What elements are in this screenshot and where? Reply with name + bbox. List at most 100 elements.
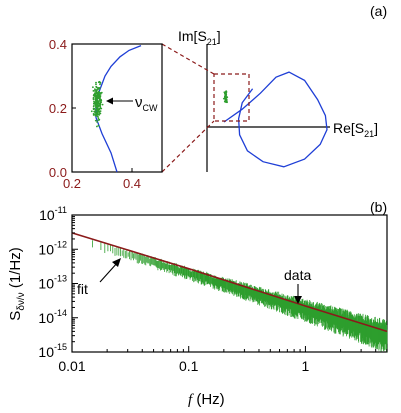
nu-cw-arrowhead [106,97,113,105]
panel-a: (a) Im[S21] Re[S21] 0.2 0.40.00.20.4 νCW [49,3,387,191]
inset-noise-point [95,98,97,100]
psd-ticks: 0.01 0.1 1 10-15 10-14 10-13 10-12 10-11 [38,205,388,374]
iq-noise-point [224,90,227,93]
inset-plot: 0.2 0.40.00.20.4 νCW [49,37,163,191]
im-axis-label: Im[S21] [178,28,221,47]
inset-noise-point [95,81,97,84]
inset-noise-point [96,121,98,123]
inset-noise-point [98,91,100,94]
inset-noise-point [97,124,100,127]
inset-y-tick-label: 0.4 [49,37,67,52]
inset-noise-point [93,90,96,92]
psd-x-tick-label: 0.1 [179,358,199,374]
zoom-connector-top [161,43,215,75]
psd-y-tick-label: 10-15 [38,342,67,360]
psd-x-tick-label: 0.01 [58,358,85,374]
inset-noise-point [97,111,100,113]
inset-noise-point [95,111,98,114]
iq-noise-point [224,96,227,98]
inset-noise-point [94,119,97,122]
inset-noise-point [94,113,96,115]
inset-noise-point [95,96,97,98]
inset-noise-point [93,102,96,104]
data-arrowhead [294,296,302,304]
zoom-connector-bottom [161,120,215,173]
inset-noise-point [96,125,98,128]
inset-noise-point [96,115,99,117]
re-axis-label: Re[S21] [333,120,378,139]
panel-a-label: (a) [370,3,387,19]
inset-y-tick-label: 0.0 [49,165,67,180]
inset-frame [71,43,163,173]
inset-noise-point [92,105,95,108]
inset-noise-point [92,108,95,111]
inset-noise-point [94,110,96,112]
inset-noise-point [97,94,100,96]
inset-noise-point [96,91,99,94]
inset-noise-point [92,86,94,89]
inset-noise-point [98,80,101,83]
psd-y-tick-label: 10-11 [39,205,67,223]
inset-noise-point [99,103,102,106]
inset-noise-point [96,102,98,105]
psd-y-tick-label: 10-13 [38,274,67,292]
inset-noise-point [98,97,100,100]
psd-y-tick-label: 10-12 [38,239,67,257]
inset-x-tick-label: 0.2 [63,176,81,191]
inset-noise-point [95,86,98,88]
inset-noise-point [100,91,103,94]
inset-noise-point [96,109,98,112]
inset-noise-point [98,104,100,106]
psd-y-tick-label: 10-14 [38,308,67,326]
inset-x-tick-label: 0.4 [123,176,141,191]
fit-annotation: fit [77,281,88,297]
inset-noise-cluster [90,80,104,128]
psd-data-series [92,240,388,353]
panel-b-label: (b) [370,199,387,215]
iq-noise-cluster [222,90,229,104]
inset-noise-point [100,101,102,104]
inset-noise-point [95,92,97,94]
inset-noise-point [101,103,104,106]
inset-noise-point [96,107,98,110]
psd-x-tick-label: 1 [302,358,310,374]
inset-noise-point [94,95,96,97]
inset-noise-point [97,87,99,90]
iq-circle-series [223,71,328,168]
inset-noise-point [98,108,101,111]
inset-noise-point [98,87,101,90]
inset-noise-point [96,105,98,107]
inset-noise-point [99,83,101,86]
inset-noise-point [94,88,96,91]
iq-noise-point [225,98,228,100]
inset-noise-point [95,90,98,93]
fit-arrow [99,261,119,283]
inset-noise-point [92,98,95,101]
iq-noise-point [225,100,227,103]
fit-arrowhead [112,258,121,267]
inset-noise-point [99,92,102,94]
inset-noise-point [90,110,93,113]
iq-noise-point [224,93,227,96]
inset-noise-point [99,105,102,108]
inset-noise-point [97,101,100,103]
inset-noise-point [92,113,95,115]
inset-noise-point [99,110,102,112]
data-annotation: data [284,267,311,283]
psd-fit-line [71,232,388,333]
inset-y-tick-label: 0.2 [49,101,67,116]
inset-noise-point [95,83,97,86]
inset-noise-point [100,98,102,101]
inset-noise-point [98,113,100,116]
inset-noise-point [99,112,101,115]
inset-noise-point [93,100,95,103]
psd-y-axis-label: Sδν/ν (1/Hz) [7,247,27,320]
inset-noise-point [95,89,98,91]
panel-b: (b) 0.01 0.1 1 10-15 10-14 10-13 10-12 10-11 fi… [7,199,388,408]
zoom-region-box [213,73,250,122]
inset-noise-point [97,117,100,120]
psd-x-axis-label: f (Hz) [188,391,225,408]
inset-ticks: 0.2 0.40.00.20.4 [49,37,141,191]
inset-noise-point [98,118,101,121]
